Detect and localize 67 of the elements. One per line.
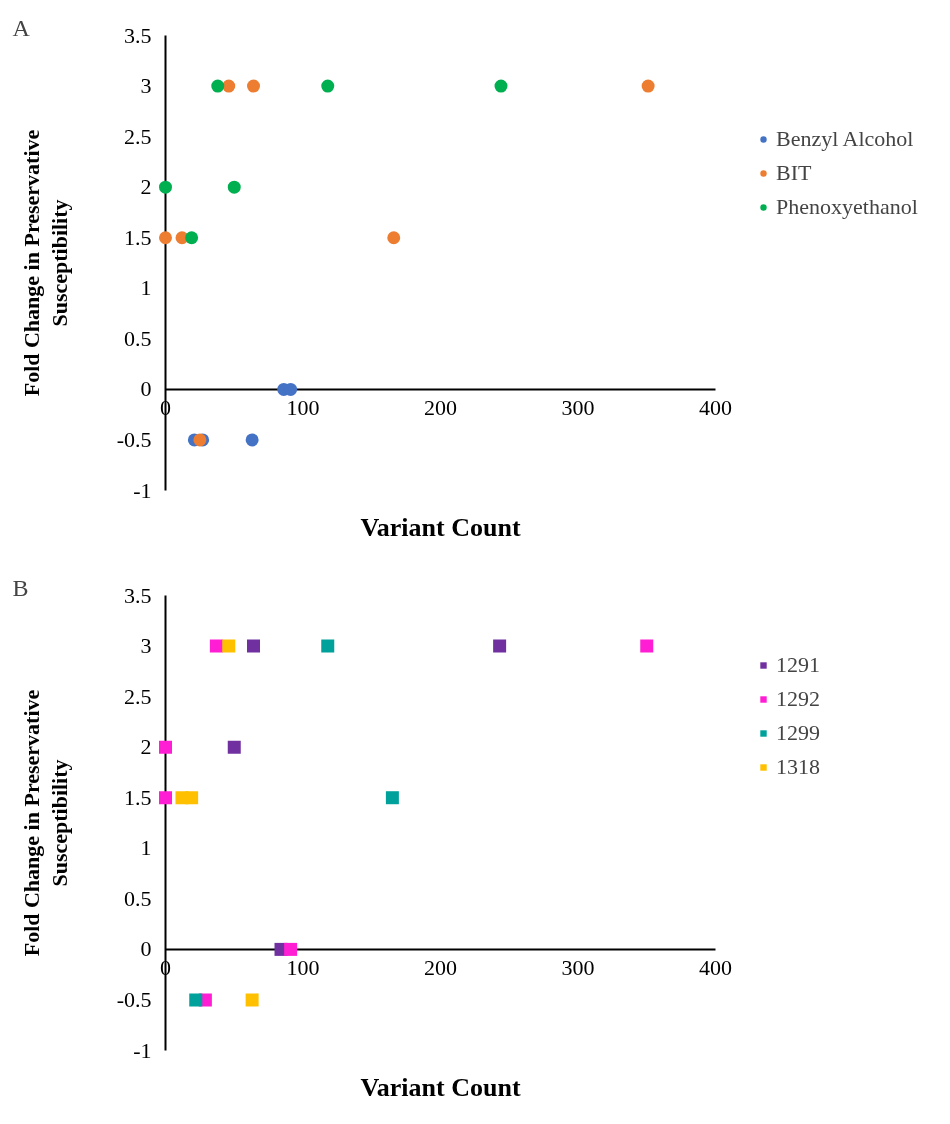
y-tick-label: 3 (140, 633, 152, 659)
point (159, 180, 172, 194)
point (321, 639, 335, 653)
point (321, 79, 335, 93)
x-tick-label: 400 (699, 955, 732, 981)
y-tick-label: -1 (133, 1037, 152, 1063)
text: A (12, 14, 31, 41)
y-tick-label: 0 (140, 936, 152, 962)
y-tick-label: -0.5 (116, 426, 152, 452)
y-tick-label: 2 (140, 174, 152, 200)
y-tick-label: 1 (140, 275, 152, 301)
point (159, 791, 172, 805)
y-tick-label: 3 (140, 73, 152, 99)
point (227, 180, 241, 194)
point (494, 79, 508, 93)
point (211, 79, 225, 93)
x-tick-label: 400 (699, 395, 732, 421)
point (159, 231, 172, 245)
legend-label: 1299 (776, 720, 820, 746)
point (209, 639, 223, 653)
y-axis-title: Fold Change in Preservative Susceptibility (19, 689, 72, 957)
legend-label: BIT (776, 160, 812, 186)
legend-label: Benzyl Alcohol (776, 126, 914, 152)
x-axis-title: Variant Count (360, 1072, 521, 1102)
y-tick-label: 3.5 (124, 22, 152, 48)
y-axis-title: Fold Change in Preservative Susceptibility (19, 129, 72, 397)
y-tick-label: 2.5 (124, 123, 152, 149)
point (185, 231, 199, 245)
point (189, 993, 203, 1007)
x-tick-label: 300 (561, 395, 595, 421)
point (245, 433, 259, 447)
y-tick-label: 1 (140, 835, 152, 861)
x-axis-title: Variant Count (360, 512, 521, 542)
point (284, 942, 298, 956)
y-tick-label: 2.5 (124, 683, 152, 709)
y-tick-label: 0 (140, 376, 152, 402)
y-tick-label: 0.5 (124, 885, 152, 911)
point (247, 639, 260, 653)
y-tick-label: 1.5 (124, 224, 152, 250)
y-tick-label: 1.5 (124, 784, 152, 810)
point (222, 639, 236, 653)
x-tick-label: 100 (286, 395, 320, 421)
point (159, 740, 172, 754)
point (227, 740, 241, 754)
point (387, 231, 401, 245)
text: B (12, 574, 29, 601)
point (247, 79, 260, 93)
point (385, 791, 399, 805)
x-tick-label: 200 (424, 955, 457, 981)
point (640, 639, 654, 653)
y-tick-label: -0.5 (116, 986, 152, 1012)
legend-label: 1291 (776, 652, 820, 678)
y-tick-label: 2 (140, 734, 152, 760)
point (222, 79, 236, 93)
point (245, 993, 259, 1007)
y-tick-label: 3.5 (124, 582, 152, 608)
y-tick-label: 0.5 (124, 325, 152, 351)
x-tick-label: 300 (561, 955, 595, 981)
x-tick-label: 200 (424, 395, 457, 421)
y-tick-label: -1 (133, 477, 152, 503)
point (185, 791, 199, 805)
point (641, 79, 655, 93)
x-tick-label: 100 (286, 955, 320, 981)
point (493, 639, 507, 653)
legend-label: Phenoxyethanol (776, 194, 918, 220)
legend-label: 1292 (776, 686, 820, 712)
legend-label: 1318 (776, 754, 820, 780)
